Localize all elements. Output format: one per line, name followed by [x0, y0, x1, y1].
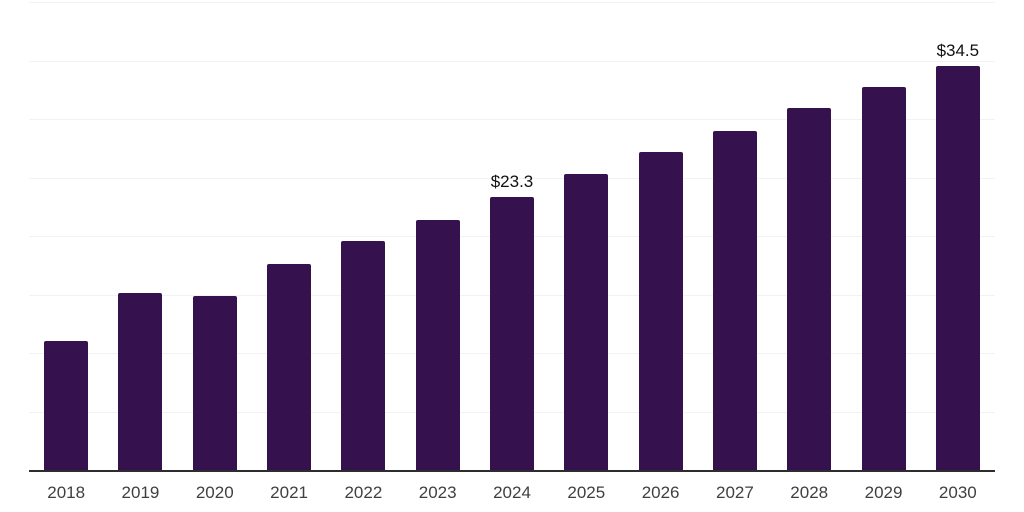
bar-2025: [564, 173, 609, 470]
bar-2030: [935, 66, 980, 470]
gridline-y35: [29, 60, 995, 62]
x-tick-label-2025: 2025: [567, 483, 606, 502]
bar-2019: [118, 293, 163, 470]
data-label-2024: $23.3: [490, 172, 534, 192]
x-tick-label-2028: 2028: [790, 483, 829, 502]
x-tick-label-2021: 2021: [270, 483, 308, 502]
gridline-y40: [29, 2, 995, 3]
x-tick-label-2026: 2026: [641, 483, 680, 502]
bar-2024: [490, 197, 534, 470]
bar-2020: [192, 295, 237, 470]
x-tick-label-2027: 2027: [716, 483, 754, 502]
x-tick-label-2022: 2022: [344, 483, 383, 502]
x-tick-label-2029: 2029: [864, 483, 903, 502]
bar-2027: [712, 130, 757, 470]
x-tick-label-2018: 2018: [47, 483, 86, 502]
bar-2023: [415, 219, 460, 470]
x-tick-label-2023: 2023: [418, 483, 457, 502]
bar-2021: [267, 264, 312, 470]
x-tick-label-2024: 2024: [493, 483, 531, 502]
x-tick-label-2019: 2019: [121, 483, 160, 502]
bar-2022: [341, 240, 386, 470]
gridline-y30: [29, 119, 995, 120]
bar-2026: [638, 151, 683, 470]
gridline-y25: [29, 177, 995, 179]
bar-2028: [787, 108, 832, 470]
bar-2029: [861, 87, 906, 470]
x-axis-line: [29, 470, 995, 472]
bar-2018: [44, 341, 89, 470]
x-tick-label-2020: 2020: [195, 483, 234, 502]
data-label-2030: $34.5: [936, 41, 980, 61]
x-tick-label-2030: 2030: [938, 483, 977, 502]
